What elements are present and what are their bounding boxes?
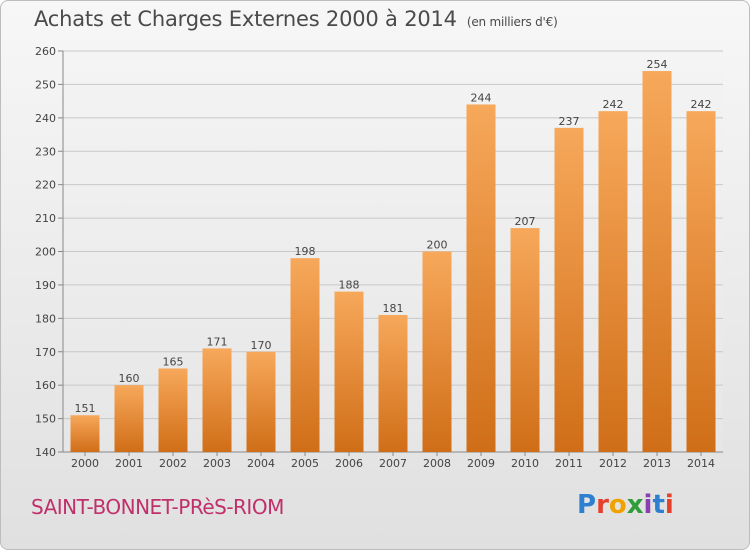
bar [334,291,364,452]
bar [290,258,320,452]
bar-value-label: 237 [559,115,580,128]
commune-name: SAINT-BONNET-PRèS-RIOM [31,495,284,519]
x-tick-label: 2009 [467,457,495,470]
y-tick-label: 160 [35,379,56,392]
bar-value-label: 244 [471,91,492,104]
logo-letter: x [626,490,644,520]
proxiti-logo: Proxiti [577,490,674,520]
x-tick-label: 2006 [335,457,363,470]
bar-value-label: 254 [647,58,668,71]
y-tick-label: 190 [35,279,56,292]
x-tick-label: 2000 [71,457,99,470]
logo-letter: i [643,490,653,520]
bar-value-label: 165 [163,355,184,368]
bar-value-label: 181 [383,302,404,315]
y-tick-label: 240 [35,112,56,125]
bar-value-label: 242 [603,98,624,111]
bar [686,111,716,453]
x-tick-label: 2001 [115,457,143,470]
chart-subtitle: (en milliers d'€) [466,15,558,29]
bar [598,111,628,453]
bar-value-label: 160 [119,372,140,385]
x-tick-label: 2004 [247,457,275,470]
x-tick-label: 2005 [291,457,319,470]
x-tick-label: 2012 [599,457,627,470]
y-tick-label: 250 [35,78,56,91]
bar [422,251,452,452]
bar [510,228,540,452]
x-tick-label: 2011 [555,457,583,470]
y-tick-label: 260 [35,45,56,58]
bar [246,351,276,452]
y-tick-label: 200 [35,246,56,259]
bar [202,348,232,452]
chart-title: Achats et Charges Externes 2000 à 2014 (e… [34,7,558,31]
y-tick-label: 140 [35,446,56,459]
y-tick-label: 170 [35,346,56,359]
logo-letter: r [596,490,609,520]
bar [114,385,144,452]
bar-value-label: 170 [251,339,272,352]
chart-title-text: Achats et Charges Externes 2000 à 2014 [34,7,457,31]
bar-value-label: 198 [295,245,316,258]
bar-value-label: 242 [691,98,712,111]
bar-value-label: 188 [339,279,360,292]
y-tick-label: 210 [35,212,56,225]
x-tick-label: 2003 [203,457,231,470]
logo-letter: o [608,490,627,520]
bar [70,415,100,452]
bar-value-label: 200 [427,239,448,252]
bar [554,127,584,452]
y-tick-label: 230 [35,145,56,158]
x-tick-label: 2008 [423,457,451,470]
logo-letter: t [652,490,665,520]
x-tick-label: 2013 [643,457,671,470]
y-tick-label: 150 [35,413,56,426]
bar [466,104,496,452]
bar-value-label: 151 [75,402,96,415]
bar [378,314,408,452]
logo-letter: P [577,490,597,520]
logo-letter: i [664,490,674,520]
x-tick-label: 2010 [511,457,539,470]
y-tick-label: 220 [35,179,56,192]
x-tick-label: 2002 [159,457,187,470]
y-tick-label: 180 [35,312,56,325]
x-tick-label: 2014 [687,457,715,470]
bar-value-label: 207 [515,215,536,228]
bar [158,368,188,452]
bar-value-label: 171 [207,335,228,348]
x-tick-label: 2007 [379,457,407,470]
bar [642,71,672,453]
